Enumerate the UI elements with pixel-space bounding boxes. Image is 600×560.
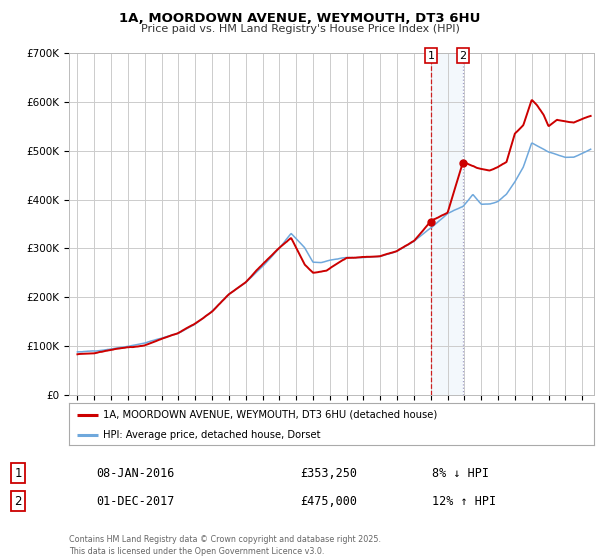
Text: Contains HM Land Registry data © Crown copyright and database right 2025.
This d: Contains HM Land Registry data © Crown c… <box>69 535 381 556</box>
Text: 12% ↑ HPI: 12% ↑ HPI <box>432 494 496 508</box>
Text: 08-JAN-2016: 08-JAN-2016 <box>96 466 175 480</box>
Bar <box>431 53 463 395</box>
Text: 1A, MOORDOWN AVENUE, WEYMOUTH, DT3 6HU: 1A, MOORDOWN AVENUE, WEYMOUTH, DT3 6HU <box>119 12 481 25</box>
Text: £475,000: £475,000 <box>300 494 357 508</box>
Text: £353,250: £353,250 <box>300 466 357 480</box>
Text: HPI: Average price, detached house, Dorset: HPI: Average price, detached house, Dors… <box>103 430 320 440</box>
Text: 01-DEC-2017: 01-DEC-2017 <box>96 494 175 508</box>
Text: Price paid vs. HM Land Registry's House Price Index (HPI): Price paid vs. HM Land Registry's House … <box>140 24 460 34</box>
Text: 1A, MOORDOWN AVENUE, WEYMOUTH, DT3 6HU (detached house): 1A, MOORDOWN AVENUE, WEYMOUTH, DT3 6HU (… <box>103 410 437 420</box>
Text: 2: 2 <box>14 494 22 508</box>
Text: 1: 1 <box>428 50 434 60</box>
Text: 2: 2 <box>460 50 467 60</box>
Text: 8% ↓ HPI: 8% ↓ HPI <box>432 466 489 480</box>
Text: 1: 1 <box>14 466 22 480</box>
